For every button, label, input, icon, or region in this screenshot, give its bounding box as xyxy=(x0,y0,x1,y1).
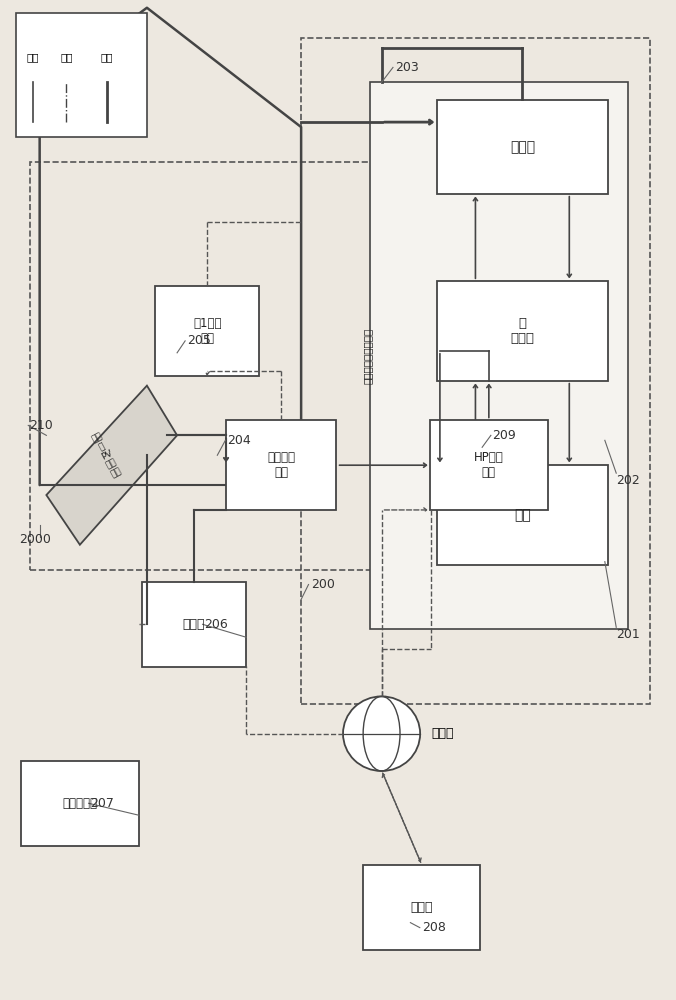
Text: 205: 205 xyxy=(187,334,211,347)
Text: 功率计: 功率计 xyxy=(183,618,205,631)
Bar xyxy=(437,465,608,565)
Bar xyxy=(16,13,147,137)
Text: 功率: 功率 xyxy=(26,52,39,62)
Text: 208: 208 xyxy=(422,921,445,934)
Bar xyxy=(370,82,628,629)
Bar xyxy=(437,281,608,381)
Text: 207: 207 xyxy=(90,797,114,810)
Bar xyxy=(142,582,246,667)
Bar xyxy=(21,761,139,846)
Text: 热
交换器: 热 交换器 xyxy=(510,317,534,345)
Bar xyxy=(30,162,388,570)
Text: 服务器: 服务器 xyxy=(410,901,433,914)
Text: 206: 206 xyxy=(204,618,228,631)
Bar xyxy=(226,420,337,510)
Ellipse shape xyxy=(343,696,420,771)
Text: 贮水箱: 贮水箱 xyxy=(510,140,535,154)
Bar xyxy=(301,38,650,704)
Bar xyxy=(437,100,608,194)
Polygon shape xyxy=(47,386,177,545)
Text: HP控制
装置: HP控制 装置 xyxy=(474,451,504,479)
Text: 热泵: 热泵 xyxy=(514,508,531,522)
Text: 图特网: 图特网 xyxy=(432,727,454,740)
Text: 太阳
能
PV
发电
装置: 太阳 能 PV 发电 装置 xyxy=(91,431,123,479)
Text: 热水: 热水 xyxy=(101,52,113,62)
Text: 第1功率
负荷: 第1功率 负荷 xyxy=(193,317,222,345)
Text: 203: 203 xyxy=(395,61,418,74)
Text: 信息: 信息 xyxy=(60,52,73,62)
Text: 202: 202 xyxy=(617,474,640,487)
Text: 204: 204 xyxy=(227,434,251,447)
Text: 能源供应商: 能源供应商 xyxy=(62,797,97,810)
Text: 201: 201 xyxy=(617,628,640,641)
Text: 热泵式热水供给装置: 热泵式热水供给装置 xyxy=(363,328,373,384)
Bar xyxy=(430,420,548,510)
Bar xyxy=(363,865,481,950)
Text: 功率分配
装置: 功率分配 装置 xyxy=(267,451,295,479)
Text: 209: 209 xyxy=(492,429,516,442)
Bar xyxy=(155,286,259,376)
Text: 200: 200 xyxy=(311,578,335,591)
Text: 2000: 2000 xyxy=(20,533,51,546)
Text: 210: 210 xyxy=(30,419,53,432)
